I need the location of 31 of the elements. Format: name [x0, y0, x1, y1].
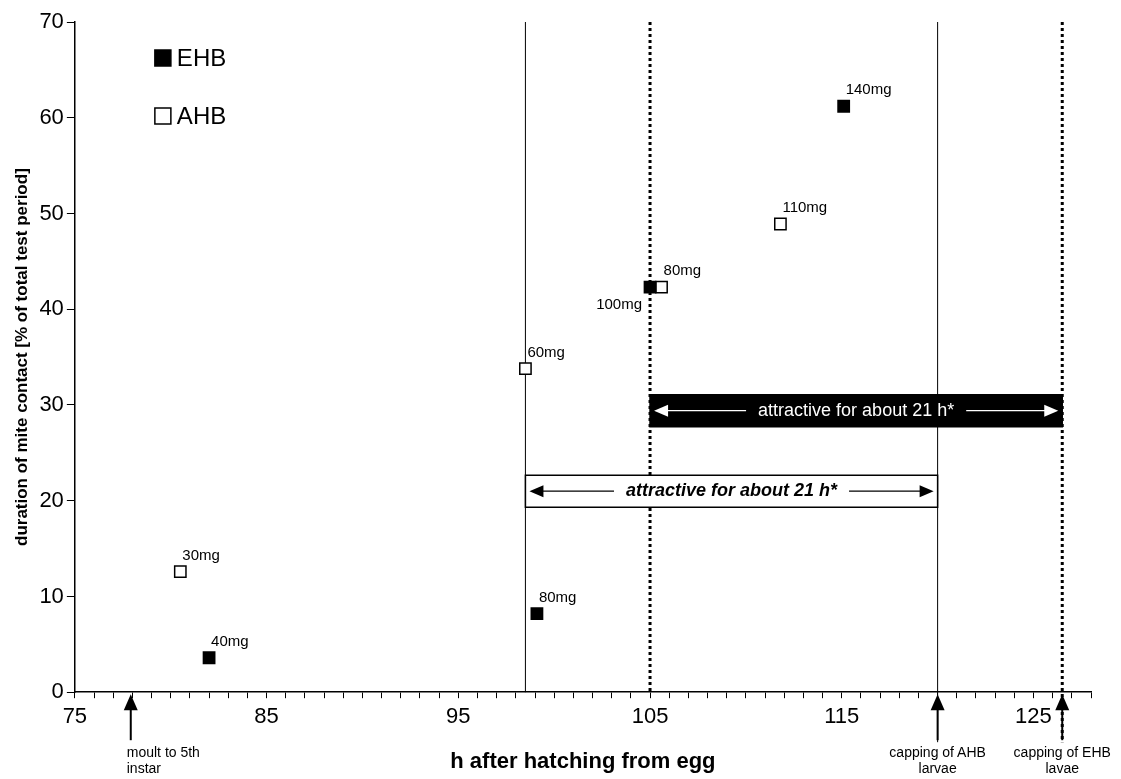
x-tick-label: 125: [1015, 703, 1052, 729]
band-label: attractive for about 21 h*: [625, 480, 839, 501]
x-tick-label: 95: [446, 703, 471, 729]
y-tick-label: 30: [39, 391, 64, 417]
y-tick-label: 60: [39, 103, 64, 129]
y-tick-label: 40: [39, 295, 64, 321]
annotation: 30mg: [182, 545, 220, 563]
annotation: 80mg: [663, 261, 702, 279]
x-tick-label: 75: [62, 703, 88, 729]
y-tick-label: 70: [39, 8, 64, 34]
ref-line-label: capping of EHB lavae: [1013, 744, 1111, 777]
y-tick-label: 10: [39, 582, 64, 608]
x-tick-label: 85: [254, 703, 279, 729]
annotation: 80mg: [538, 587, 577, 605]
y-tick-label: 50: [39, 199, 64, 225]
y-tick-label: 0: [51, 678, 64, 704]
annotation: 100mg: [596, 295, 643, 313]
legend-label: EHB: [176, 43, 227, 71]
x-tick-label: 105: [631, 703, 669, 729]
y-axis-title: duration of mite contact [% of total test period]: [11, 168, 31, 546]
annotation: 40mg: [211, 631, 249, 649]
band-label: attractive for about 21 h*: [758, 399, 955, 420]
x-tick-label: 115: [824, 703, 860, 729]
y-tick-label: 20: [39, 486, 64, 512]
annotation: 110mg: [782, 198, 828, 216]
annotation: 60mg: [527, 342, 565, 360]
legend-label: AHB: [176, 101, 227, 129]
annotation: 140mg: [845, 80, 892, 98]
x-axis-title: h after hatching from egg: [450, 747, 716, 773]
text: moult to 5th instar: [126, 744, 200, 777]
ref-line-label: capping of AHB larvae: [889, 744, 986, 777]
